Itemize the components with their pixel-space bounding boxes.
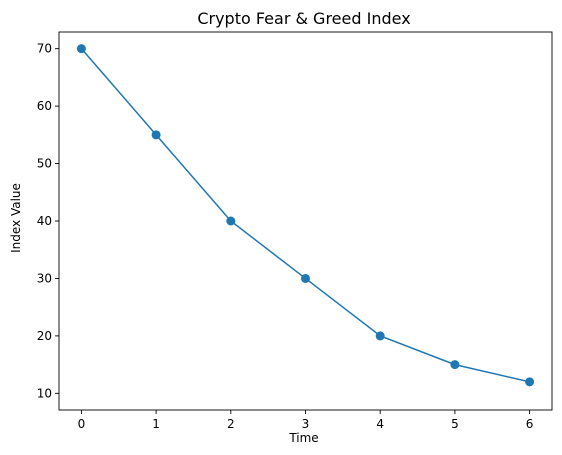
y-tick-label: 70 bbox=[37, 42, 52, 56]
series-group bbox=[76, 44, 535, 387]
y-tick-label: 60 bbox=[37, 99, 52, 113]
data-point bbox=[151, 130, 161, 140]
y-tick-label: 40 bbox=[37, 214, 52, 228]
x-axis: 0 1 2 3 4 5 6 bbox=[78, 410, 534, 431]
y-axis: 10 20 30 40 50 60 70 bbox=[37, 42, 59, 400]
x-tick-label: 6 bbox=[526, 417, 534, 431]
x-tick-label: 3 bbox=[302, 417, 310, 431]
x-tick-label: 5 bbox=[451, 417, 459, 431]
data-point bbox=[525, 377, 535, 387]
data-point bbox=[375, 331, 385, 341]
x-tick-label: 4 bbox=[376, 417, 384, 431]
x-tick-label: 0 bbox=[78, 417, 86, 431]
y-tick-label: 30 bbox=[37, 271, 52, 285]
data-point bbox=[226, 216, 236, 226]
plot-frame bbox=[58, 31, 553, 411]
series-line bbox=[80, 48, 530, 383]
y-tick-label: 10 bbox=[37, 386, 52, 400]
data-point bbox=[450, 360, 460, 370]
data-point bbox=[301, 273, 310, 283]
x-axis-label: Time bbox=[288, 431, 318, 445]
y-tick-label: 50 bbox=[37, 157, 52, 171]
y-tick-label: 20 bbox=[37, 329, 52, 343]
y-axis-label: Index Value bbox=[9, 183, 23, 253]
chart-title: Crypto Fear & Greed Index bbox=[197, 9, 410, 28]
data-point bbox=[76, 44, 86, 54]
x-tick-label: 1 bbox=[152, 417, 160, 431]
x-tick-label: 2 bbox=[227, 417, 235, 431]
